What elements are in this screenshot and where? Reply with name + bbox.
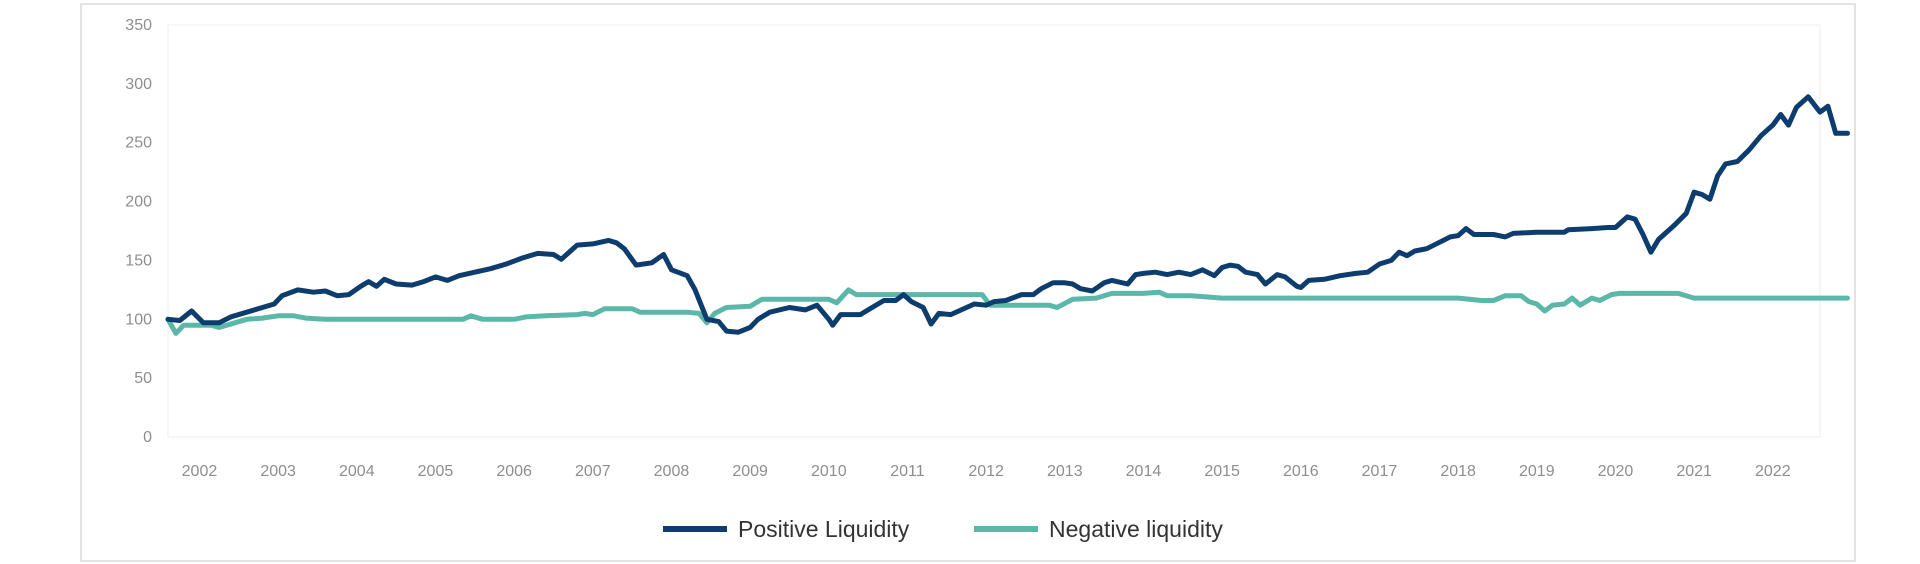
x-tick-label: 2011 bbox=[890, 463, 925, 480]
y-tick-label: 300 bbox=[125, 76, 152, 93]
x-tick-label: 2016 bbox=[1283, 463, 1319, 480]
y-tick-label: 250 bbox=[125, 135, 152, 152]
x-tick-label: 2009 bbox=[732, 463, 768, 480]
x-tick-label: 2012 bbox=[968, 463, 1004, 480]
series-line-positive-liquidity bbox=[165, 94, 1850, 335]
y-tick-label: 100 bbox=[125, 311, 152, 328]
chart-frame: 0 50 100 150 200 250 300 350 2002 2003 2004 2005 20… bbox=[80, 3, 1856, 562]
series-line-negative-liquidity bbox=[165, 287, 1850, 336]
x-tick-label: 2007 bbox=[575, 463, 611, 480]
x-tick-label: 2018 bbox=[1440, 463, 1476, 480]
legend-label-negative: Negative liquidity bbox=[1049, 516, 1223, 542]
x-tick-label: 2014 bbox=[1126, 463, 1162, 480]
x-tick-label: 2015 bbox=[1204, 463, 1240, 480]
y-tick-label: 50 bbox=[134, 370, 152, 387]
x-axis: 2002 2003 2004 2005 2006 2007 2008 2009 2010 2011… bbox=[182, 463, 1791, 480]
x-tick-label: 2013 bbox=[1047, 463, 1083, 480]
y-tick-label: 0 bbox=[143, 429, 152, 446]
x-tick-label: 2008 bbox=[654, 463, 690, 480]
x-tick-label: 2003 bbox=[260, 463, 296, 480]
x-tick-label: 2010 bbox=[811, 463, 847, 480]
x-tick-label: 2021 bbox=[1676, 463, 1712, 480]
x-tick-label: 2019 bbox=[1519, 463, 1555, 480]
x-tick-label: 2020 bbox=[1598, 463, 1634, 480]
legend: Positive Liquidity Negative liquidity bbox=[663, 516, 1223, 542]
x-tick-label: 2017 bbox=[1362, 463, 1398, 480]
x-tick-label: 2005 bbox=[418, 463, 454, 480]
x-tick-label: 2004 bbox=[339, 463, 375, 480]
y-tick-label: 200 bbox=[125, 194, 152, 211]
y-axis: 0 50 100 150 200 250 300 350 bbox=[125, 17, 152, 446]
x-tick-label: 2002 bbox=[182, 463, 218, 480]
y-tick-label: 350 bbox=[125, 17, 152, 34]
y-tick-label: 150 bbox=[125, 252, 152, 269]
legend-label-positive: Positive Liquidity bbox=[738, 516, 910, 542]
series-lines bbox=[165, 94, 1850, 336]
x-tick-label: 2022 bbox=[1755, 463, 1791, 480]
x-tick-label: 2006 bbox=[496, 463, 532, 480]
